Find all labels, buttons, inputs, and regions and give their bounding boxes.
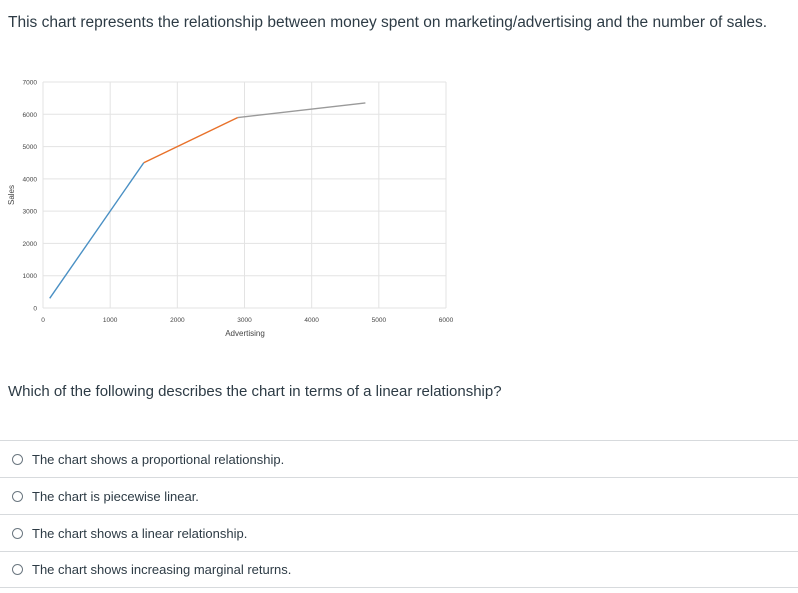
x-tick-label: 1000 xyxy=(103,317,118,324)
answer-label: The chart shows a proportional relations… xyxy=(32,451,285,467)
y-tick-label: 7000 xyxy=(23,80,38,87)
chart-grid xyxy=(42,81,447,309)
x-tick-label: 0 xyxy=(41,317,45,324)
x-axis-label: Advertising xyxy=(225,329,265,338)
answer-label: The chart shows increasing marginal retu… xyxy=(32,562,292,577)
intro-text: This chart represents the relationship b… xyxy=(8,14,768,31)
answer-option-2[interactable]: The chart is piecewise linear. xyxy=(0,477,798,514)
radio-button[interactable] xyxy=(12,490,23,502)
answer-list: The chart shows a proportional relations… xyxy=(0,440,798,588)
y-tick-label: 3000 xyxy=(23,209,38,216)
x-tick-label: 2000 xyxy=(170,317,185,324)
x-tick-label: 4000 xyxy=(304,317,319,324)
chart-series xyxy=(49,102,366,299)
radio-button[interactable] xyxy=(12,564,23,575)
x-tick-labels: 0 1000 2000 3000 4000 5000 6000 xyxy=(41,317,453,324)
y-axis-label: Sales xyxy=(7,185,16,205)
y-tick-label: 2000 xyxy=(23,241,38,248)
y-tick-label: 5000 xyxy=(23,144,38,151)
answer-label: The chart shows a linear relationship. xyxy=(32,525,248,541)
y-tick-labels: 0 1000 2000 3000 4000 5000 6000 7000 xyxy=(23,80,38,313)
answer-option-4[interactable]: The chart shows increasing marginal retu… xyxy=(0,551,798,588)
answer-option-1[interactable]: The chart shows a proportional relations… xyxy=(0,440,798,477)
y-tick-label: 1000 xyxy=(23,273,38,280)
answer-option-3[interactable]: The chart shows a linear relationship. xyxy=(0,514,798,551)
x-tick-label: 5000 xyxy=(372,317,387,324)
series-line-2 xyxy=(143,116,239,164)
series-line-1 xyxy=(49,162,145,299)
series-line-3 xyxy=(237,102,366,119)
line-chart: 0 1000 2000 3000 4000 5000 6000 0 1000 2000 3000 4… xyxy=(7,80,454,339)
y-tick-label: 6000 xyxy=(23,112,38,119)
y-tick-label: 0 xyxy=(33,306,37,313)
radio-button[interactable] xyxy=(12,527,23,539)
x-tick-label: 3000 xyxy=(237,317,252,324)
radio-button[interactable] xyxy=(12,453,23,465)
answer-label: The chart is piecewise linear. xyxy=(32,488,199,504)
y-tick-label: 4000 xyxy=(23,176,38,183)
x-tick-label: 6000 xyxy=(439,317,454,324)
question-text: Which of the following describes the cha… xyxy=(8,383,502,400)
